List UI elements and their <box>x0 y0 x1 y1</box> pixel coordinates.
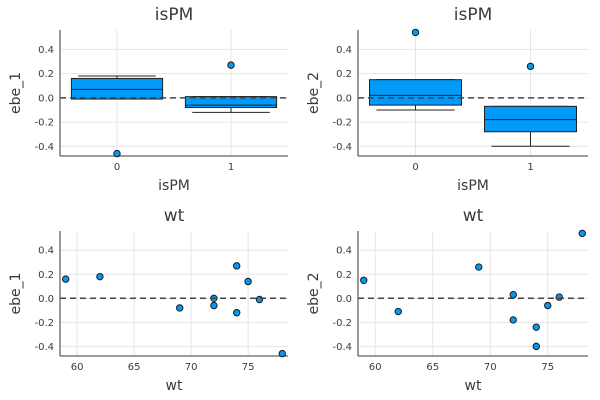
scatter-point <box>544 301 552 310</box>
scatter-point <box>278 349 286 358</box>
x-tick-label: 60 <box>71 362 84 373</box>
x-tick-label: 75 <box>242 362 255 373</box>
y-tick-label: 0.4 <box>336 246 352 257</box>
x-tick-label: 75 <box>541 362 554 373</box>
scatter-point <box>244 277 252 286</box>
scatter-point <box>255 295 264 304</box>
y-tick-label: -0.2 <box>332 318 352 329</box>
subplot-title: isPM <box>454 5 493 25</box>
subplot-title: wt <box>463 206 484 226</box>
scatter-point <box>578 229 586 238</box>
scatter-point <box>532 342 540 351</box>
y-tick-label: 0.2 <box>38 270 54 281</box>
scatter-point <box>509 291 517 299</box>
x-tick-label: 1 <box>527 162 533 173</box>
y-axis-label: ebe_2 <box>306 72 322 114</box>
x-tick-label: 1 <box>228 162 234 173</box>
y-tick-label: 0.4 <box>336 45 352 56</box>
y-tick-label: -0.4 <box>34 142 54 153</box>
y-tick-label: 0.0 <box>336 93 352 104</box>
x-axis-label: isPM <box>457 178 489 194</box>
outlier-point <box>227 61 235 69</box>
subplot-2: 0.4 0.2 0.0 -0.2 -0.4 0 1 isPM isPM ebe_2 <box>306 5 588 194</box>
scatter-point <box>360 276 368 284</box>
y-tick-label: 0.2 <box>336 69 352 80</box>
x-axis-label: wt <box>465 378 482 394</box>
subplot-3: 0.4 0.2 0.0 -0.2 -0.4 60 65 70 75 wt wt ebe_1 <box>8 206 288 394</box>
subplot-4: 0.4 0.2 0.0 -0.2 -0.4 60 65 70 75 wt wt ebe_2 <box>306 206 588 394</box>
y-tick-label: -0.2 <box>34 118 54 129</box>
scatter-point <box>555 293 563 301</box>
box-0 <box>70 77 164 100</box>
subplot-title: wt <box>164 206 185 226</box>
y-tick-label: -0.2 <box>332 118 352 129</box>
y-tick-label: 0.2 <box>336 270 352 281</box>
scatter-point <box>210 301 218 310</box>
scatter-point <box>233 309 241 317</box>
y-tick-label: -0.4 <box>332 142 352 153</box>
y-tick-label: 0.4 <box>38 246 54 257</box>
y-tick-label: -0.2 <box>34 318 54 329</box>
outlier-point <box>113 149 121 158</box>
scatter-point <box>509 316 517 324</box>
x-tick-label: 0 <box>412 162 418 173</box>
x-tick-label: 60 <box>369 362 382 373</box>
x-axis-label: isPM <box>158 178 190 194</box>
y-tick-label: 0.0 <box>38 93 54 104</box>
y-tick-label: 0.0 <box>38 294 54 305</box>
x-tick-label: 70 <box>185 362 198 373</box>
y-axis-label: ebe_1 <box>8 72 24 114</box>
subplot-title: isPM <box>155 5 194 25</box>
x-tick-label: 65 <box>128 362 141 373</box>
x-tick-label: 0 <box>114 162 120 173</box>
outlier-point <box>526 62 535 71</box>
y-tick-label: -0.4 <box>332 342 352 353</box>
subplot-1: 0.4 0.2 0.0 -0.2 -0.4 0 1 isPM isPM ebe_1 <box>8 5 288 194</box>
y-tick-label: 0.0 <box>336 294 352 305</box>
x-tick-label: 65 <box>426 362 439 373</box>
outlier-point <box>411 28 420 37</box>
box-1 <box>484 105 577 133</box>
box-1 <box>184 96 278 109</box>
y-tick-label: 0.2 <box>38 69 54 80</box>
scatter-point <box>532 323 540 331</box>
box-0 <box>369 79 462 106</box>
scatter-point <box>61 275 70 283</box>
scatter-point <box>394 307 402 316</box>
y-axis-label: ebe_1 <box>8 272 24 314</box>
scatter-point <box>176 304 184 312</box>
scatter-point <box>475 263 483 271</box>
x-tick-label: 70 <box>484 362 497 373</box>
scatter-point <box>233 262 241 270</box>
y-tick-label: 0.4 <box>38 45 54 56</box>
y-axis-label: ebe_2 <box>306 272 322 314</box>
y-tick-label: -0.4 <box>34 342 54 353</box>
x-axis-label: wt <box>166 378 183 394</box>
scatter-point <box>96 272 104 281</box>
